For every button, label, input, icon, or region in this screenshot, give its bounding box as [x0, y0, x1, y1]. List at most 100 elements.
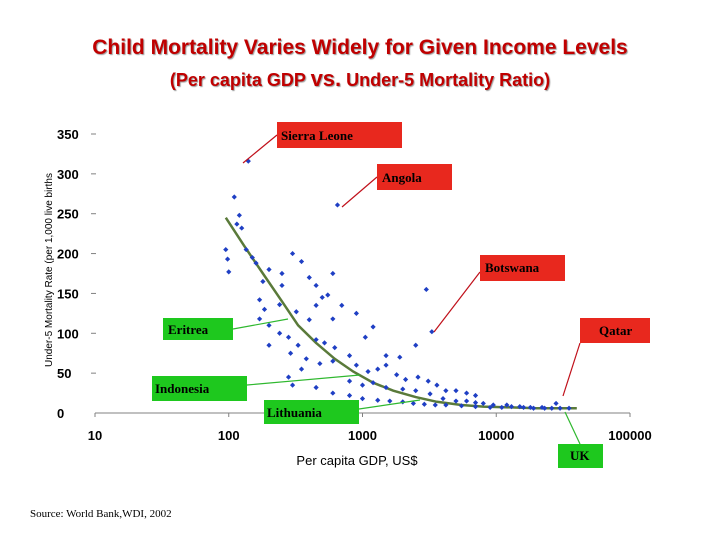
callout-box — [480, 255, 565, 281]
data-point — [287, 350, 294, 356]
x-tick-label: 100000 — [608, 428, 651, 443]
data-point — [557, 405, 563, 411]
callout-box — [377, 164, 452, 190]
data-point — [365, 368, 371, 375]
data-point — [346, 392, 353, 399]
y-tick-label: 250 — [57, 207, 79, 222]
data-point — [266, 322, 272, 328]
data-point — [370, 324, 376, 330]
data-point — [226, 269, 232, 275]
data-point — [330, 358, 336, 364]
data-point — [330, 270, 336, 277]
subtitle-post: Under-5 Mortality Ratio) — [341, 70, 551, 90]
data-point — [427, 391, 433, 397]
y-tick-label: 200 — [57, 247, 79, 262]
x-tick-label: 100 — [218, 428, 240, 443]
data-point — [429, 329, 435, 335]
data-point — [410, 400, 416, 407]
data-point — [223, 246, 229, 253]
data-point — [266, 342, 272, 348]
data-point — [249, 254, 255, 261]
data-point — [517, 404, 523, 410]
data-point — [256, 316, 263, 322]
y-tick-label: 0 — [57, 406, 64, 421]
data-point — [285, 374, 292, 380]
data-point — [330, 390, 336, 396]
data-point — [295, 342, 301, 348]
y-axis-title: Under-5 Mortality Rate (per 1,000 live b… — [44, 173, 55, 367]
data-point — [313, 384, 319, 391]
data-point — [359, 382, 366, 388]
subtitle-pre: (Per capita GDP — [169, 70, 311, 90]
data-point — [253, 260, 259, 266]
x-axis-title: Per capita GDP, US$ — [296, 453, 418, 468]
callout-sierra-leone: Sierra Leone — [242, 122, 402, 164]
callout-indonesia: Indonesia — [152, 374, 361, 401]
data-point — [453, 388, 459, 394]
data-point — [321, 340, 328, 346]
data-point — [542, 405, 548, 411]
data-point — [339, 302, 345, 308]
subtitle-vs: vs. — [310, 66, 342, 91]
data-point — [487, 404, 493, 411]
callout-label: Angola — [382, 170, 422, 185]
data-point — [566, 405, 572, 411]
data-point — [289, 382, 296, 388]
data-point — [313, 337, 319, 343]
x-tick-label: 1000 — [348, 428, 377, 443]
data-point — [443, 402, 449, 408]
trend-line — [224, 217, 577, 410]
data-point — [313, 302, 319, 308]
data-point — [402, 376, 409, 383]
callout-box — [163, 318, 233, 340]
data-point — [423, 286, 429, 293]
callout-pointer — [562, 342, 581, 397]
y-tick-label: 150 — [57, 286, 79, 301]
callout-box — [152, 376, 247, 401]
data-point — [325, 292, 331, 298]
data-point — [231, 194, 237, 200]
data-point — [530, 405, 537, 411]
data-point — [415, 374, 421, 380]
data-point — [243, 246, 249, 253]
callout-box — [580, 318, 650, 343]
data-point — [261, 306, 268, 312]
data-point — [279, 282, 285, 289]
data-point — [472, 400, 479, 406]
data-point — [434, 382, 440, 388]
data-point — [453, 398, 459, 404]
y-tick-label: 350 — [57, 127, 79, 142]
data-point — [359, 396, 366, 402]
data-point — [256, 297, 263, 303]
data-point — [266, 266, 272, 273]
data-point — [432, 402, 438, 408]
data-point — [298, 258, 305, 265]
callout-pointer — [564, 411, 581, 445]
callout-box — [277, 122, 402, 148]
data-point — [383, 353, 389, 359]
callout-label: Lithuania — [267, 405, 322, 420]
data-point — [239, 225, 245, 231]
callout-qatar: Qatar — [562, 318, 650, 397]
data-point — [293, 309, 299, 315]
data-point — [330, 316, 336, 322]
data-point — [421, 401, 427, 407]
data-point — [334, 202, 341, 208]
data-point — [553, 400, 559, 407]
data-point — [375, 397, 381, 403]
data-point — [313, 282, 319, 289]
data-point — [440, 396, 446, 402]
data-point — [279, 270, 285, 277]
data-point — [317, 360, 323, 367]
data-point — [508, 404, 515, 410]
data-point — [472, 404, 479, 410]
data-point — [383, 362, 389, 368]
data-point — [346, 353, 353, 359]
callout-layer: Sierra Leone Angola Botswana Qatar Eritrea In… — [152, 122, 650, 468]
data-point — [236, 212, 242, 218]
data-point — [303, 356, 309, 362]
callout-box — [558, 444, 603, 468]
callout-label: Botswana — [485, 260, 540, 275]
data-point — [387, 398, 393, 404]
